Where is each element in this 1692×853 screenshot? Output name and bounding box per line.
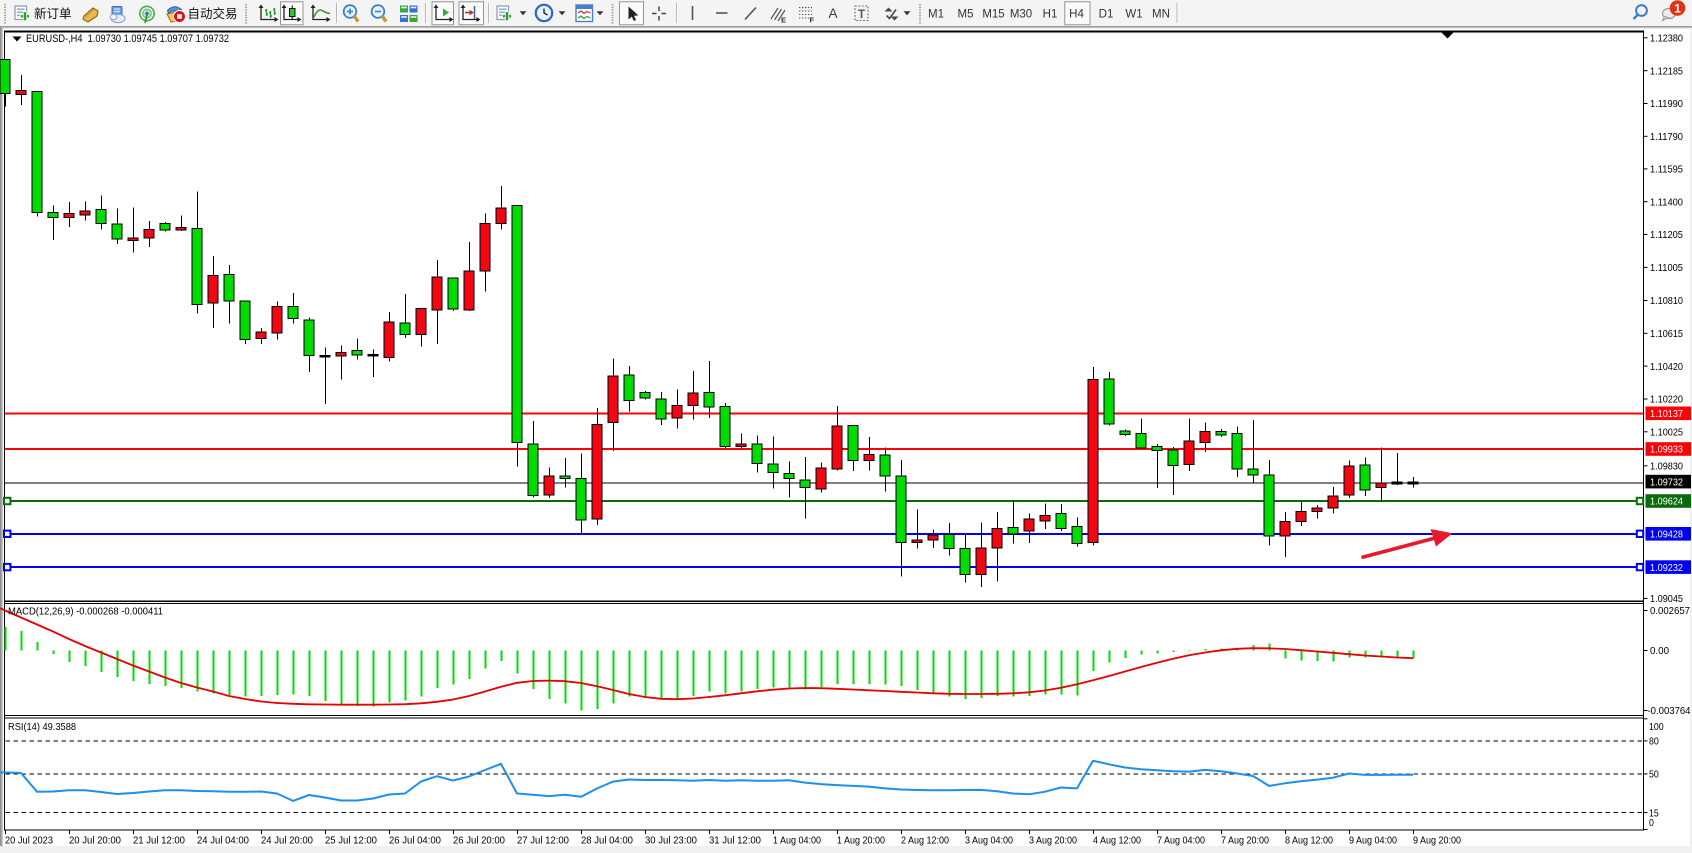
svg-text:1.10810: 1.10810 [1650,296,1683,307]
svg-text:1.12185: 1.12185 [1650,66,1683,77]
svg-text:1.11005: 1.11005 [1650,263,1683,274]
svg-text:1.09428: 1.09428 [1650,530,1683,541]
svg-text:9 Aug 04:00: 9 Aug 04:00 [1349,836,1397,847]
svg-text:E: E [781,16,786,25]
svg-text:1.11990: 1.11990 [1650,99,1683,110]
svg-text:T: T [858,9,865,21]
svg-text:M5: M5 [958,9,974,21]
svg-text:1.10220: 1.10220 [1650,395,1683,406]
svg-text:1 Aug 20:00: 1 Aug 20:00 [837,836,885,847]
svg-text:EURUSD-,H4 1.09730 1.09745 1.: EURUSD-,H4 1.09730 1.09745 1.09707 1.097… [26,33,229,45]
svg-text:M30: M30 [1010,9,1032,21]
svg-text:26 Jul 04:00: 26 Jul 04:00 [389,836,441,847]
svg-text:1.11595: 1.11595 [1650,165,1683,176]
svg-text:1.10137: 1.10137 [1650,409,1683,420]
svg-text:MACD(12,26,9) -0.000268 -0.000: MACD(12,26,9) -0.000268 -0.000411 [8,607,163,618]
svg-text:28 Jul 04:00: 28 Jul 04:00 [581,836,633,847]
svg-text:1.09232: 1.09232 [1650,563,1683,574]
svg-text:25 Jul 12:00: 25 Jul 12:00 [325,836,377,847]
svg-text:1.11790: 1.11790 [1650,132,1683,143]
svg-text:31 Jul 12:00: 31 Jul 12:00 [709,836,761,847]
svg-text:1.12380: 1.12380 [1650,34,1683,45]
svg-text:1.10420: 1.10420 [1650,362,1683,373]
svg-text:0: 0 [1649,818,1654,829]
svg-text:M1: M1 [928,9,944,21]
svg-text:1.09933: 1.09933 [1650,445,1683,456]
svg-text:1: 1 [1674,1,1681,15]
svg-text:MN: MN [1152,9,1170,21]
svg-text:9 Aug 20:00: 9 Aug 20:00 [1413,836,1461,847]
svg-text:27 Jul 12:00: 27 Jul 12:00 [517,836,569,847]
svg-text:F: F [810,16,815,25]
svg-text:1.11205: 1.11205 [1650,230,1683,241]
svg-text:100: 100 [1649,722,1664,733]
svg-text:26 Jul 20:00: 26 Jul 20:00 [453,836,505,847]
svg-text:24 Jul 04:00: 24 Jul 04:00 [197,836,249,847]
svg-text:3 Aug 04:00: 3 Aug 04:00 [965,836,1013,847]
svg-text:M15: M15 [982,9,1004,21]
svg-text:H1: H1 [1043,9,1058,21]
svg-text:30 Jul 23:00: 30 Jul 23:00 [645,836,697,847]
svg-text:A: A [829,6,838,21]
svg-text:0.002657: 0.002657 [1650,606,1690,617]
svg-text:1.09830: 1.09830 [1650,462,1683,473]
svg-text:1 Aug 04:00: 1 Aug 04:00 [773,836,821,847]
svg-text:-0.003764: -0.003764 [1648,706,1691,717]
svg-text:8 Aug 12:00: 8 Aug 12:00 [1285,836,1333,847]
svg-text:2 Aug 12:00: 2 Aug 12:00 [901,836,949,847]
svg-text:50: 50 [1649,770,1659,781]
svg-text:21 Jul 12:00: 21 Jul 12:00 [133,836,185,847]
svg-text:4 Aug 12:00: 4 Aug 12:00 [1093,836,1141,847]
svg-text:1.09045: 1.09045 [1650,594,1683,605]
svg-text:80: 80 [1649,737,1659,748]
svg-text:24 Jul 20:00: 24 Jul 20:00 [261,836,313,847]
svg-text:D1: D1 [1099,9,1114,21]
svg-text:1.09624: 1.09624 [1650,497,1683,508]
svg-text:20 Jul 2023: 20 Jul 2023 [5,836,53,847]
svg-text:3 Aug 20:00: 3 Aug 20:00 [1029,836,1077,847]
svg-text:H4: H4 [1069,9,1084,21]
svg-text:7 Aug 04:00: 7 Aug 04:00 [1157,836,1205,847]
svg-text:0.00: 0.00 [1650,646,1669,657]
svg-text:W1: W1 [1125,9,1142,21]
svg-text:1.10615: 1.10615 [1650,329,1683,340]
svg-text:20 Jul 20:00: 20 Jul 20:00 [69,836,121,847]
svg-text:1.11400: 1.11400 [1650,197,1683,208]
svg-text:1.09732: 1.09732 [1650,477,1683,488]
svg-text:自动交易: 自动交易 [188,6,238,21]
svg-text:7 Aug 20:00: 7 Aug 20:00 [1221,836,1269,847]
svg-text:RSI(14) 49.3588: RSI(14) 49.3588 [8,722,76,733]
svg-text:新订单: 新订单 [34,6,72,21]
svg-text:15: 15 [1649,808,1659,819]
svg-text:1.10025: 1.10025 [1650,428,1683,439]
